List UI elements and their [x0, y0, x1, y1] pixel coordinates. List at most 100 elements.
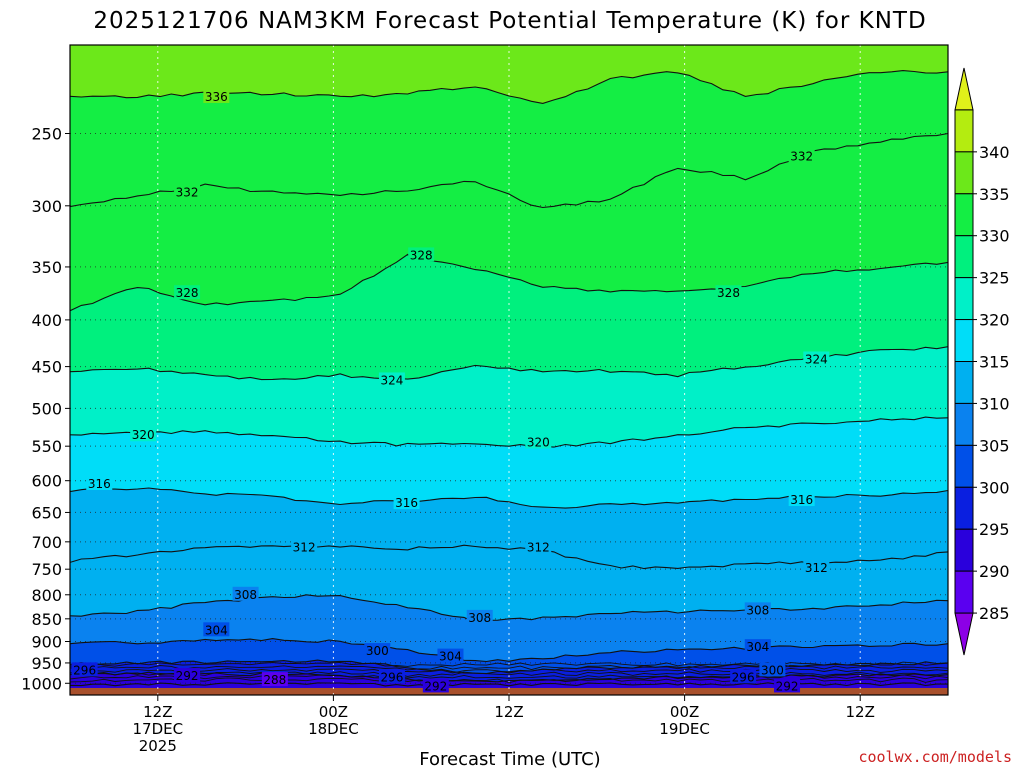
colorbar-tick-label: 320 — [979, 311, 1010, 330]
contour-label: 308 — [744, 602, 771, 617]
contour-label: 312 — [291, 539, 318, 554]
contour-near-surface — [70, 661, 948, 667]
colorbar-tick-label: 340 — [979, 143, 1010, 162]
contour-label-bg — [803, 351, 830, 366]
contour-label-bg — [378, 372, 405, 387]
contour-label-bg — [130, 427, 157, 442]
y-tick-label: 250 — [31, 124, 62, 143]
contour-label-text: 308 — [468, 611, 491, 625]
fill-band-316 — [70, 417, 948, 509]
contour-312 — [70, 544, 948, 570]
contour-label: 336 — [203, 88, 230, 104]
x-tick-label: 12Z — [494, 703, 523, 721]
contour-label-bg — [437, 648, 464, 663]
contour-label-text: 304 — [205, 623, 228, 637]
contour-label-bg — [788, 148, 815, 163]
contour-label-bg — [174, 668, 201, 683]
contour-label: 332 — [788, 148, 815, 164]
colorbar-band — [954, 277, 974, 321]
contour-label-bg — [774, 678, 801, 693]
contour-label-text: 324 — [380, 373, 403, 387]
y-tick-label: 900 — [31, 632, 62, 651]
contour-label: 316 — [788, 492, 815, 507]
contour-label-text: 312 — [805, 561, 828, 575]
contour-label-text: 296 — [732, 670, 755, 684]
contour-label-text: 336 — [205, 90, 228, 104]
credit-text: coolwx.com/models — [858, 748, 1012, 766]
contour-label-text: 320 — [132, 428, 155, 442]
contour-label: 332 — [174, 184, 201, 199]
colorbar-tick-label: 285 — [979, 604, 1010, 623]
contour-label: 292 — [422, 678, 449, 693]
contour-label-bg — [408, 247, 435, 262]
fill-band-312 — [70, 488, 948, 569]
contour-label: 288 — [261, 672, 288, 687]
contour-label-text: 312 — [527, 540, 550, 554]
x-tick-label: 19DEC — [659, 720, 710, 738]
contour-324 — [70, 346, 948, 381]
contour-label-bg — [174, 184, 201, 199]
contour-label: 300 — [364, 643, 391, 658]
contour-label: 296 — [730, 669, 757, 684]
contour-label-bg — [422, 678, 449, 693]
contour-292 — [70, 682, 948, 687]
contour-label-text: 292 — [424, 679, 447, 693]
colorbar-tick-label: 330 — [979, 227, 1010, 246]
contour-label-bg — [715, 285, 742, 300]
ground-surface — [70, 688, 948, 695]
contour-label: 300 — [759, 662, 786, 677]
contour-label: 304 — [437, 648, 464, 664]
contour-label-bg — [393, 495, 420, 510]
colorbar-band — [954, 109, 974, 153]
y-tick-label: 800 — [31, 586, 62, 605]
contour-label-bg — [788, 492, 815, 507]
contour-label-text: 320 — [527, 436, 550, 450]
fill-band-328 — [70, 133, 948, 311]
fill-band-top — [70, 45, 948, 104]
colorbar-band — [954, 486, 974, 530]
contour-label-text: 296 — [380, 670, 403, 684]
contour-label-text: 304 — [439, 650, 462, 664]
contour-label-bg — [291, 539, 318, 554]
contour-label-text: 300 — [366, 644, 389, 658]
contour-label: 292 — [174, 668, 201, 683]
contour-296 — [70, 671, 948, 683]
contour-label-bg — [759, 662, 786, 677]
y-axis: 250 300 350 400 450 500 550 600 650 700 750 800 850 9… — [21, 124, 70, 693]
y-tick-label: 1000 — [21, 674, 62, 693]
contour-label-bg — [466, 609, 493, 624]
contour-label-bg — [744, 602, 771, 617]
contour-label: 312 — [525, 539, 552, 554]
contour-near-surface — [70, 674, 948, 680]
contour-304 — [70, 638, 948, 663]
colorbar-cap-top — [954, 67, 974, 111]
contour-label-bg — [86, 475, 113, 490]
colorbar-band — [954, 193, 974, 237]
contour-label-text: 328 — [410, 248, 433, 262]
x-tick-label: 00Z — [319, 703, 348, 721]
y-tick-label: 350 — [31, 258, 62, 277]
colorbar-tick-label: 295 — [979, 520, 1010, 539]
y-tick-label: 400 — [31, 311, 62, 330]
contour-label-text: 328 — [717, 286, 740, 300]
y-tick-label: 950 — [31, 654, 62, 673]
colorbar-tick-label: 315 — [979, 353, 1010, 372]
colorbar-tick-label: 305 — [979, 436, 1010, 455]
ground-rect — [70, 688, 948, 695]
contour-label-text: 332 — [176, 185, 199, 199]
contour-label-text: 292 — [776, 679, 799, 693]
contour-label: 328 — [715, 285, 742, 300]
contour-label-bg — [378, 669, 405, 684]
colorbar: 285 290 295 300 305 310 315 320 325 330 335 340 — [954, 67, 1010, 656]
contour-label: 320 — [130, 427, 157, 442]
colorbar-band — [954, 235, 974, 279]
y-tick-label: 750 — [31, 560, 62, 579]
contour-label-bg — [730, 669, 757, 684]
contour-near-surface — [70, 667, 948, 674]
contour-label-text: 316 — [395, 496, 418, 510]
contour-308 — [70, 594, 948, 623]
contour-320 — [70, 416, 948, 448]
contour-328 — [70, 253, 948, 312]
contour-label-bg — [71, 662, 98, 677]
